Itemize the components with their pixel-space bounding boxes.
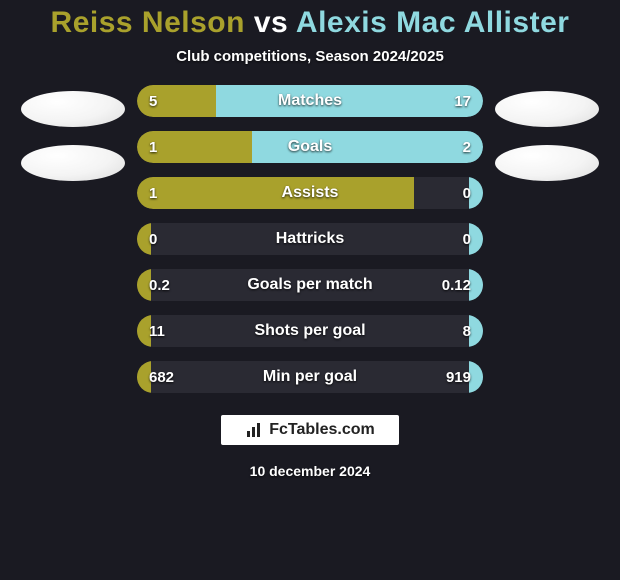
stat-label: Goals per match xyxy=(137,269,483,301)
chart-area: 517Matches 12Goals 10Assists 00Hattricks 0.2… xyxy=(0,85,620,393)
watermark-chart-icon xyxy=(245,421,263,439)
stat-fill-right xyxy=(216,85,483,117)
stat-fill-right xyxy=(469,315,483,347)
title-player1: Reiss Nelson xyxy=(51,6,245,39)
stat-row: 00Hattricks xyxy=(137,223,483,255)
stat-fill-left xyxy=(137,269,151,301)
stat-fill-right xyxy=(469,177,483,209)
comparison-bars: 517Matches 12Goals 10Assists 00Hattricks 0.2… xyxy=(137,85,483,393)
stat-value-right: 0.12 xyxy=(442,269,471,301)
subtitle: Club competitions, Season 2024/2025 xyxy=(176,48,444,65)
stat-fill-right xyxy=(469,269,483,301)
stat-row: 0.2 0.12Goals per match xyxy=(137,269,483,301)
stat-row: 10Assists xyxy=(137,177,483,209)
stat-fill-left xyxy=(137,361,151,393)
stat-fill-right xyxy=(469,361,483,393)
stat-value-left: 0.2 xyxy=(149,269,170,301)
page-title: Reiss Nelson vs Alexis Mac Allister xyxy=(51,6,570,40)
title-vs: vs xyxy=(254,6,288,39)
comparison-card: Reiss Nelson vs Alexis Mac Allister Club… xyxy=(0,0,620,580)
stat-fill-left xyxy=(137,177,414,209)
watermark: FcTables.com xyxy=(221,415,399,445)
player2-avatars xyxy=(491,85,603,181)
stat-fill-left xyxy=(137,315,151,347)
stat-label: Min per goal xyxy=(137,361,483,393)
stat-value-left: 11 xyxy=(149,315,165,347)
stat-label: Shots per goal xyxy=(137,315,483,347)
stat-row: 517Matches xyxy=(137,85,483,117)
watermark-text: FcTables.com xyxy=(269,421,375,439)
stat-row: 12Goals xyxy=(137,131,483,163)
player2-photo-placeholder xyxy=(495,91,599,127)
stat-fill-right xyxy=(469,223,483,255)
stat-value-right: 919 xyxy=(446,361,471,393)
player1-club-placeholder xyxy=(21,145,125,181)
stat-fill-left xyxy=(137,85,216,117)
date: 10 december 2024 xyxy=(250,463,371,479)
stat-fill-left xyxy=(137,223,151,255)
stat-label: Hattricks xyxy=(137,223,483,255)
player2-club-placeholder xyxy=(495,145,599,181)
stat-row: 118Shots per goal xyxy=(137,315,483,347)
title-player2: Alexis Mac Allister xyxy=(296,6,570,39)
stat-row: 682 919Min per goal xyxy=(137,361,483,393)
player1-avatars xyxy=(17,85,129,181)
stat-fill-left xyxy=(137,131,252,163)
stat-value-left: 682 xyxy=(149,361,174,393)
stat-fill-right xyxy=(252,131,483,163)
player1-photo-placeholder xyxy=(21,91,125,127)
